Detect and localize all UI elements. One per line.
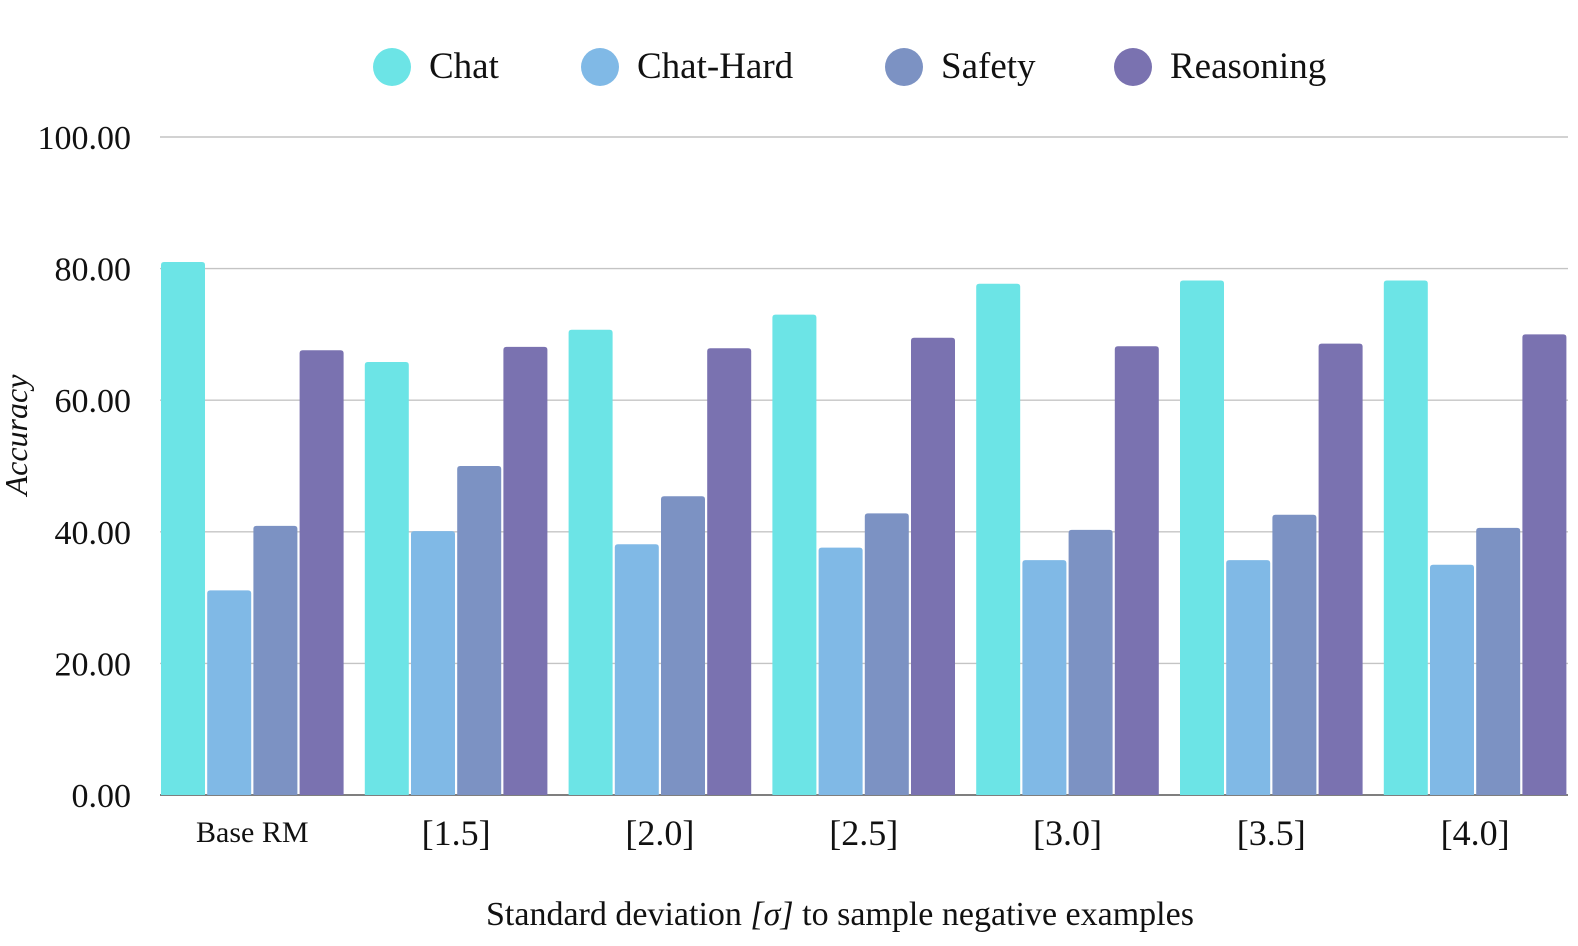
x-axis-label-suffix: to sample negative examples: [794, 896, 1194, 933]
x-axis-label: Standard deviation [σ] to sample negativ…: [486, 896, 1194, 933]
legend-label: Reasoning: [1170, 46, 1326, 87]
bar-chat: [772, 314, 817, 795]
y-tick-label: 100.00: [38, 120, 132, 157]
y-tick-label: 80.00: [55, 252, 132, 289]
bar-chat: [1180, 280, 1224, 796]
legend-marker: [581, 48, 619, 86]
bar-reasoning: [1318, 343, 1363, 795]
x-tick-label: [1.5]: [422, 813, 491, 853]
bar-chat-hard: [818, 547, 863, 795]
bar-safety: [1476, 527, 1521, 795]
y-tick-label: 60.00: [55, 383, 132, 420]
y-tick-label: 20.00: [55, 646, 132, 683]
legend-label: Safety: [941, 46, 1036, 87]
y-tick-label: 40.00: [55, 515, 132, 552]
legend-label: Chat-Hard: [637, 46, 794, 87]
bar-chat-hard: [207, 590, 252, 795]
bar-safety: [661, 496, 705, 795]
legend-item: Chat: [373, 46, 500, 87]
x-tick-label: [2.0]: [625, 813, 694, 853]
bar-group: [568, 329, 752, 795]
legend-item: Reasoning: [1114, 46, 1326, 87]
x-tick-label: [4.0]: [1441, 813, 1510, 853]
bar-chat: [568, 329, 613, 795]
bar-chat: [976, 283, 1021, 795]
bar-chat-hard: [614, 544, 659, 795]
x-tick-label: [3.0]: [1033, 813, 1102, 853]
y-tick-label: 0.00: [72, 778, 132, 815]
bar-safety: [864, 513, 909, 795]
bar-safety: [1068, 529, 1113, 795]
legend-marker: [1114, 48, 1152, 86]
legend-item: Chat-Hard: [581, 46, 794, 87]
legend-item: Safety: [885, 46, 1036, 87]
x-tick-label: [2.5]: [829, 813, 898, 853]
bar-reasoning: [1114, 346, 1159, 795]
legend-marker: [373, 48, 411, 86]
bar-reasoning: [707, 348, 752, 795]
bar-reasoning: [299, 350, 344, 795]
legend-marker: [885, 48, 923, 86]
bar-reasoning: [503, 346, 548, 795]
bar-reasoning: [911, 337, 955, 795]
legend: Chat Chat-Hard Safety Reasoning: [373, 46, 1326, 87]
bar-group: [976, 283, 1159, 795]
bar-group: [1180, 280, 1363, 796]
x-tick-label: Base RM: [196, 816, 309, 849]
x-tick-label: [3.5]: [1237, 813, 1306, 853]
bar-chat-hard: [1022, 560, 1067, 795]
bar-chat: [1383, 280, 1428, 796]
bar-reasoning: [1522, 334, 1567, 795]
x-axis-ticks: Base RM [1.5] [2.0] [2.5] [3.0] [3.5] [4.0]: [196, 813, 1510, 853]
y-axis-ticks: 0.00 20.00 40.00 60.00 80.00 100.00: [38, 120, 132, 815]
bar-chat: [161, 262, 205, 795]
bars: [161, 262, 1567, 796]
bar-group: [772, 314, 955, 795]
y-axis-label: Accuracy: [0, 374, 34, 498]
bar-group: [364, 346, 548, 795]
bar-chat-hard: [411, 531, 455, 795]
x-axis-label-symbol: [σ]: [750, 896, 793, 933]
bar-safety: [253, 525, 298, 795]
bar-group: [1383, 280, 1567, 796]
x-axis-label-prefix: Standard deviation: [486, 896, 750, 933]
legend-label: Chat: [429, 46, 500, 87]
bar-chat-hard: [1430, 564, 1474, 795]
bar-chat: [364, 362, 409, 795]
bar-chat-hard: [1226, 560, 1271, 795]
bar-safety: [457, 466, 502, 795]
bar-safety: [1272, 514, 1317, 795]
bar-group: [161, 262, 344, 795]
